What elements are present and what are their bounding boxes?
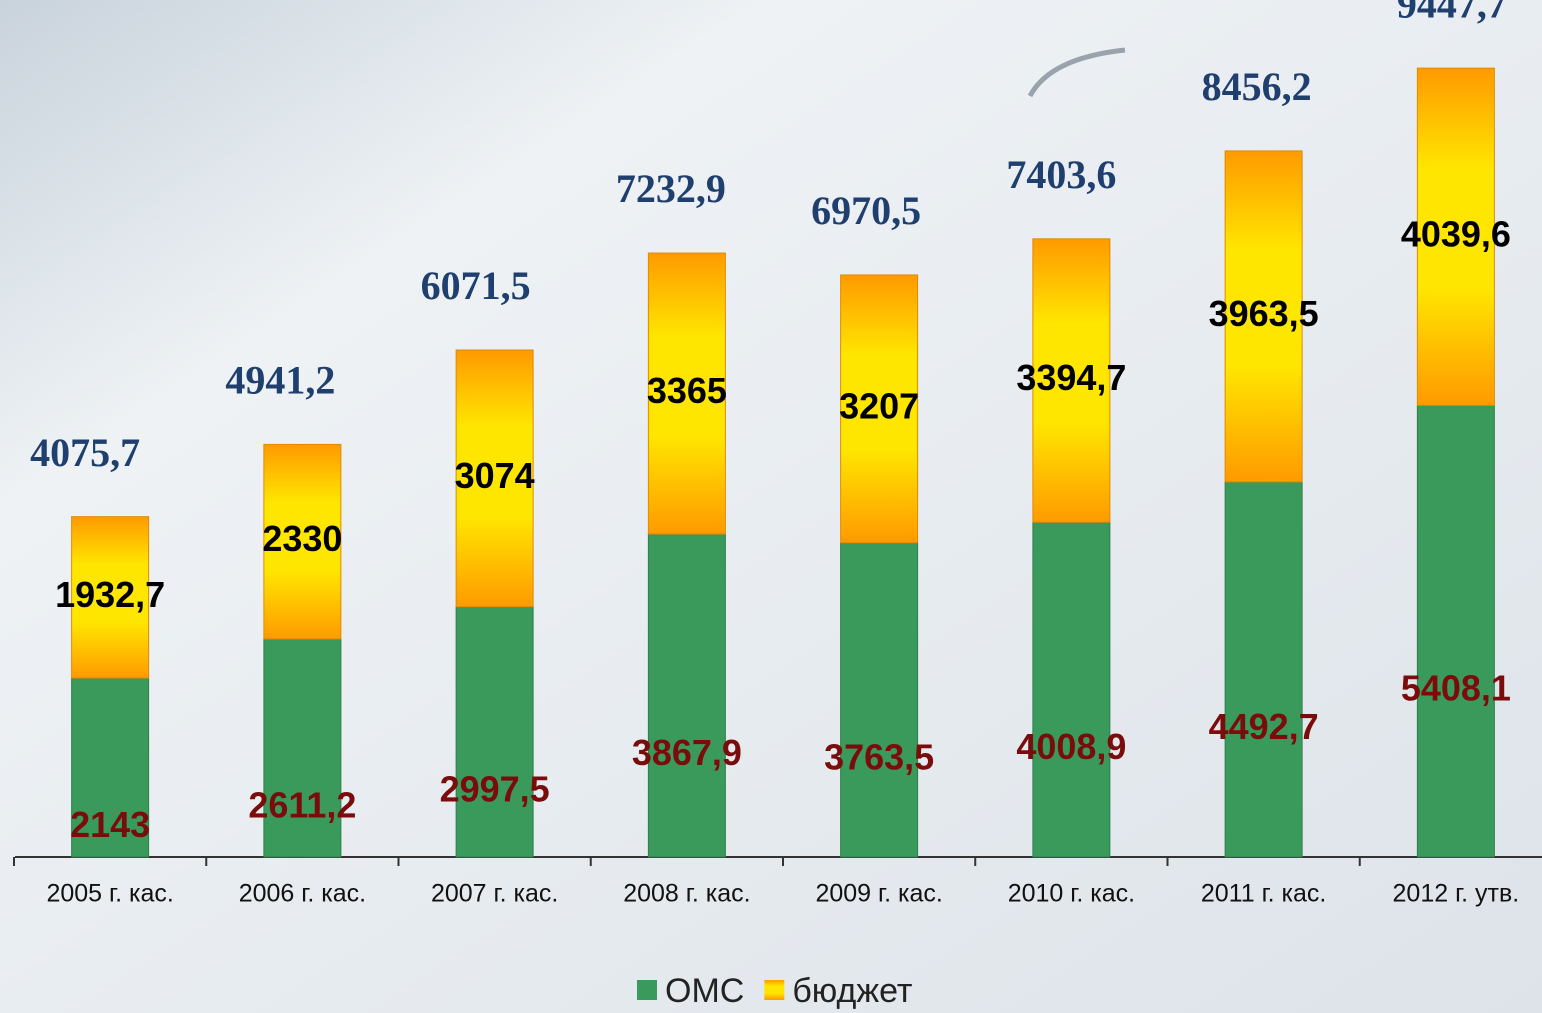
x-tick-label: 2012 г. утв. (1393, 880, 1520, 908)
bar-segment (840, 542, 919, 858)
decoration (1027, 47, 1126, 98)
x-tick-label: 2009 г. кас. (815, 880, 942, 908)
legend-swatch (764, 980, 785, 1000)
data-label: 4008,9 (1016, 726, 1126, 767)
data-label: 2611,2 (248, 784, 356, 825)
legend-swatch (637, 980, 657, 1000)
data-label: 2143 (70, 804, 150, 845)
x-tick-label: 2010 г. кас. (1008, 880, 1135, 908)
total-label: 7403,6 (1006, 152, 1116, 197)
x-tick-label: 2006 г. кас. (239, 880, 366, 908)
total-label: 6071,5 (421, 263, 531, 308)
data-label: 5408,1 (1401, 668, 1511, 709)
x-tick-label: 2005 г. кас. (46, 880, 173, 908)
total-label: 7232,9 (616, 166, 726, 211)
bar-segment (647, 252, 726, 535)
bar-segment (1416, 67, 1495, 406)
total-label: 8456,2 (1202, 64, 1312, 109)
total-label: 4941,2 (225, 358, 335, 403)
bar-segment (647, 533, 726, 858)
x-tick-label: 2007 г. кас. (431, 880, 558, 908)
data-label: 2330 (262, 518, 342, 559)
data-label: 3394,7 (1016, 357, 1126, 398)
data-label: 4492,7 (1209, 706, 1319, 747)
bar-segment (1032, 521, 1111, 858)
x-tick-label: 2011 г. кас. (1201, 880, 1327, 908)
bar-segment (1224, 481, 1303, 858)
bar-segment (455, 349, 534, 608)
bar-segment (1416, 404, 1495, 858)
x-tick-label: 2008 г. кас. (623, 880, 750, 908)
bar-segment (71, 516, 150, 679)
data-label: 3763,5 (824, 736, 934, 777)
data-label: 4039,6 (1401, 213, 1511, 254)
data-label: 3867,9 (632, 732, 742, 773)
data-label: 3207 (839, 385, 919, 426)
total-label: 6970,5 (811, 188, 921, 233)
bar-segment (455, 606, 534, 858)
legend-label: бюджет (792, 972, 912, 1010)
data-label: 3074 (455, 455, 535, 496)
total-label: 9447,7 (1397, 0, 1507, 26)
data-label: 3963,5 (1209, 293, 1319, 334)
legend-label: ОМС (665, 972, 744, 1010)
bar-segment (840, 274, 919, 544)
total-label: 4075,7 (30, 430, 140, 475)
data-label: 2997,5 (440, 768, 550, 809)
bar-segment (1032, 238, 1111, 523)
bar-segment (263, 443, 342, 640)
data-label: 3365 (647, 370, 727, 411)
bar-segment (263, 638, 342, 858)
bar-segment (1224, 150, 1303, 483)
data-label: 1932,7 (55, 574, 165, 615)
